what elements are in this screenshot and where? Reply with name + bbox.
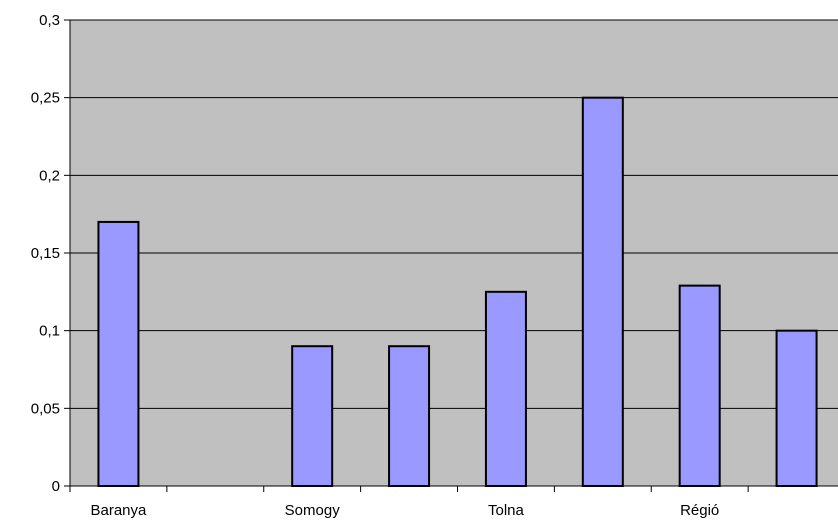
y-tick-labels: 0 0,05 0,1 0,15 0,2 0,25 0,3: [31, 12, 60, 495]
y-tick-label: 0,05: [31, 400, 60, 417]
x-tick-label: Somogy: [285, 502, 341, 519]
y-tick-label: 0,25: [31, 90, 60, 107]
y-tick-label: 0,2: [39, 167, 60, 184]
bar: [775, 329, 818, 487]
bar: [291, 345, 334, 488]
bar: [484, 290, 527, 488]
bar: [581, 96, 624, 488]
y-tick-label: 0,3: [39, 12, 60, 29]
gridlines: [70, 19, 838, 409]
x-tick-label: Régió: [680, 502, 719, 519]
axes: [64, 19, 838, 492]
y-tick-label: 0: [52, 478, 60, 495]
bars: [97, 96, 818, 488]
bar: [678, 284, 721, 487]
x-tick-label: Baranya: [91, 502, 148, 519]
y-tick-label: 0,1: [39, 323, 60, 340]
x-tick-label: Tolna: [488, 502, 525, 519]
bar: [388, 345, 431, 488]
bar: [97, 220, 140, 488]
x-tick-labels: Baranya Somogy Tolna Régió: [91, 502, 720, 519]
y-tick-label: 0,15: [31, 245, 60, 262]
